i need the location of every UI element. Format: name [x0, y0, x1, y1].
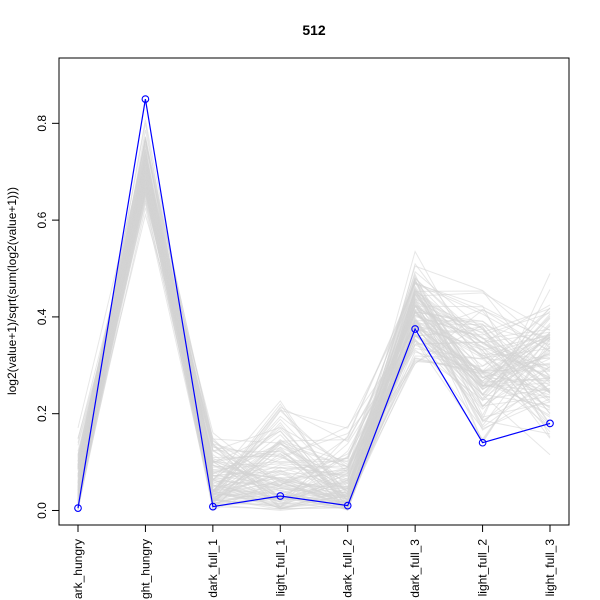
x-axis: ark_hungry ght_hungry dark_full_1 light_ful… [71, 525, 557, 599]
y-tick-label: 0.0 [35, 502, 49, 519]
y-tick-label: 0.4 [35, 308, 49, 325]
data-point [478, 438, 487, 447]
background-profile-line [77, 123, 551, 512]
background-profile-line [77, 161, 551, 510]
background-profile-line [77, 212, 551, 494]
background-profile-line [77, 176, 551, 502]
x-tick-label: light_full_3 [543, 539, 557, 597]
y-axis: 0.0 0.2 0.4 0.6 0.8 [35, 115, 59, 519]
data-point [343, 501, 352, 510]
background-profile-lines [77, 119, 551, 512]
data-point [209, 502, 217, 511]
background-profile-line [77, 157, 551, 498]
background-profile-line [77, 179, 551, 507]
plot-frame [58, 57, 570, 526]
background-profile-line [77, 180, 551, 507]
y-tick-label: 0.6 [35, 211, 49, 228]
background-profile-line [77, 200, 551, 508]
highlight-series [74, 95, 554, 512]
background-profile-line [77, 184, 551, 495]
background-profile-line [77, 144, 551, 499]
x-tick-label: light_full_1 [273, 539, 287, 597]
x-tick-label: ark_hungry [71, 539, 85, 599]
data-point [74, 504, 82, 512]
background-profile-line [77, 151, 551, 510]
y-tick-label: 0.8 [35, 115, 49, 132]
data-point [276, 492, 285, 500]
y-axis-label: log2(value+1)/sqrt(sum(log2(value+1))) [5, 187, 19, 395]
series-line [77, 99, 551, 509]
x-tick-label: ght_hungry [138, 539, 152, 599]
x-tick-label: dark_full_1 [206, 539, 220, 598]
data-point [411, 325, 419, 333]
x-tick-label: light_full_2 [476, 539, 490, 597]
data-point [141, 95, 150, 103]
background-profile-line [77, 189, 551, 509]
background-profile-line [77, 165, 551, 500]
background-profile-line [77, 181, 551, 496]
background-profile-line [77, 192, 551, 493]
background-profile-line [77, 187, 551, 493]
x-tick-label: dark_full_2 [341, 539, 355, 598]
y-tick-label: 0.2 [35, 405, 49, 422]
background-profile-line [77, 207, 551, 505]
chart-title: 512 [302, 22, 326, 38]
data-point [546, 419, 554, 428]
background-profile-line [77, 196, 551, 506]
background-profile-line [77, 140, 551, 509]
background-profile-line [77, 136, 551, 493]
x-tick-label: dark_full_3 [408, 539, 422, 598]
